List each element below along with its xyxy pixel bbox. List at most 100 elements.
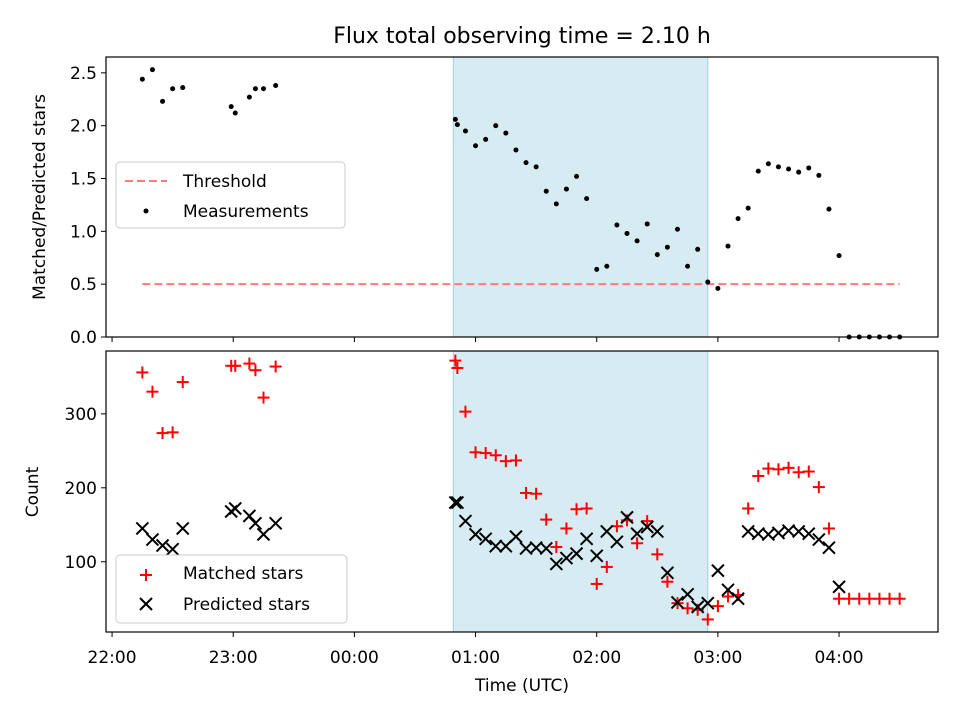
measurement-point: [806, 165, 812, 171]
matched-star-point: [721, 590, 734, 603]
measurement-point: [786, 166, 792, 172]
measurement-point: [261, 86, 267, 92]
measurement-point: [765, 161, 771, 167]
matched-star-point: [641, 515, 654, 528]
matched-star-point: [257, 391, 270, 404]
matched-star-point: [782, 461, 795, 474]
measurement-point: [584, 196, 590, 202]
predicted-star-point: [791, 524, 806, 539]
predicted-star-point: [569, 546, 584, 561]
predicted-star-point: [802, 526, 816, 541]
predicted-star-point: [145, 532, 160, 547]
predicted-star-point: [155, 538, 170, 553]
measurement-point: [664, 244, 670, 250]
matched-star-point: [156, 427, 169, 440]
matched-star-point: [489, 449, 502, 462]
matched-star-point: [600, 560, 613, 573]
matched-star-point: [893, 592, 906, 605]
predicted-star-point: [450, 495, 465, 510]
matched-star-point: [792, 466, 805, 479]
measurement-point: [654, 252, 660, 258]
measurement-point: [775, 164, 781, 170]
measurement-point: [695, 246, 701, 252]
matched-star-point: [883, 592, 896, 605]
measurement-point: [493, 123, 499, 129]
predicted-star-point: [650, 524, 665, 539]
matched-star-point: [229, 359, 242, 372]
y-tick-label: 1.0: [70, 222, 97, 242]
measurement-point: [149, 67, 155, 73]
predicted-star-point: [549, 557, 564, 571]
predicted-star-point: [600, 524, 614, 539]
matched-star-point: [812, 481, 825, 494]
matched-star-point: [752, 469, 765, 482]
matched-star-point: [762, 462, 775, 475]
predicted-star-point: [822, 540, 836, 555]
predicted-star-point: [176, 521, 190, 536]
measurement-point: [685, 263, 691, 269]
matched-star-point: [701, 613, 714, 626]
measurement-point: [674, 226, 680, 232]
matched-star-point: [802, 465, 815, 478]
matched-star-point: [772, 463, 785, 476]
matched-star-point: [550, 540, 563, 553]
predicted-star-point: [741, 524, 755, 539]
predicted-star-point: [579, 532, 594, 546]
matched-star-point: [580, 502, 593, 515]
matched-star-point: [269, 360, 282, 373]
legend-predicted-swatch: [139, 597, 153, 611]
predicted-star-point: [256, 527, 271, 542]
matched-star-point: [146, 385, 159, 398]
matched-star-point: [451, 362, 464, 375]
x-tick-label: 04:00: [815, 648, 864, 668]
bottom-panel: 100 200 300 22:00 23:00 00:00 01:00 02:00 03:00…: [23, 350, 939, 668]
predicted-star-point: [165, 542, 180, 556]
measurement-point: [574, 173, 580, 179]
y-tick-label: 2.5: [70, 64, 97, 84]
predicted-star-point: [771, 526, 786, 540]
predicted-star-point: [590, 549, 604, 563]
measurement-point: [604, 263, 610, 269]
measurement-point: [473, 143, 479, 149]
predicted-star-point: [539, 541, 553, 556]
matched-star-point: [176, 376, 189, 389]
x-tick-label: 02:00: [572, 648, 621, 668]
chart-title: Flux total observing time = 2.10 h: [333, 24, 711, 49]
y-tick-label: 0.0: [70, 328, 97, 348]
top-shaded-interval: [452, 56, 709, 338]
measurement-point: [523, 160, 529, 166]
matched-star-point: [469, 446, 482, 459]
x-tick-label: 00:00: [330, 648, 379, 668]
measurement-point: [553, 201, 559, 207]
measurement-point: [715, 285, 721, 291]
matched-star-point: [843, 592, 856, 605]
legend-matched-label: Matched stars: [183, 564, 303, 584]
measurement-point: [503, 130, 509, 136]
measurement-point: [228, 104, 234, 110]
x-axis-label: Time (UTC): [474, 676, 569, 696]
matched-star-point: [166, 426, 179, 439]
predicted-star-point: [468, 527, 483, 542]
measurement-point: [533, 164, 539, 170]
measurement-point: [139, 76, 145, 82]
top-panel: 0.0 0.5 1.0 1.5 2.0 2.5 Matched/Predicted sta…: [30, 56, 939, 348]
measurement-point: [452, 116, 458, 122]
matched-star-point: [499, 455, 512, 468]
matched-star-point: [590, 577, 603, 590]
y-tick-label: 2.0: [70, 117, 97, 137]
measurement-point: [246, 94, 252, 100]
measurement-point: [816, 172, 822, 178]
matched-star-point: [520, 486, 533, 499]
measurement-point: [513, 147, 519, 153]
predicted-star-point: [248, 516, 263, 531]
measurement-point: [644, 221, 650, 227]
measurement-point: [483, 136, 489, 142]
matched-star-point: [570, 503, 583, 516]
predicted-star-point: [680, 587, 695, 601]
matched-star-point: [560, 522, 573, 535]
measurement-point: [705, 279, 711, 285]
matched-star-point: [661, 575, 674, 588]
matched-star-point: [479, 447, 492, 460]
predicted-star-point: [812, 532, 826, 547]
y-tick-label: 1.5: [70, 170, 97, 190]
